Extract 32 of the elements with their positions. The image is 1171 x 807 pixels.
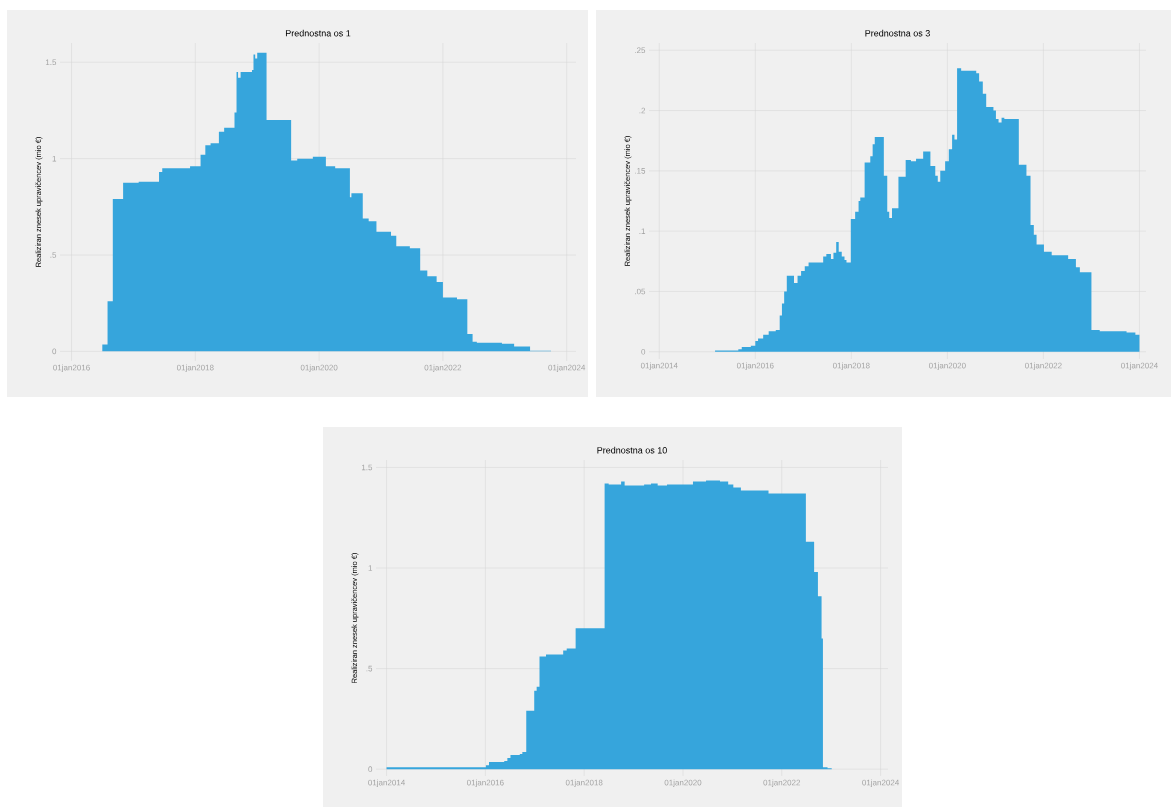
chart-title: Prednostna os 10	[597, 446, 667, 454]
y-tick-label: 1.5	[45, 59, 57, 66]
y-tick-label: 1	[52, 155, 57, 162]
y-tick-label: 0	[368, 766, 373, 772]
x-tick-label: 01jan2016	[53, 364, 90, 372]
y-tick-label: .1	[639, 228, 646, 234]
chart-title: Prednostna os 3	[865, 29, 930, 37]
y-tick-label: .2	[639, 107, 646, 114]
y-tick-label: 0	[52, 348, 57, 355]
x-tick-label: 01jan2018	[176, 364, 214, 372]
x-tick-label: 01jan2018	[565, 779, 603, 787]
x-tick-label: 01jan2024	[1121, 362, 1158, 370]
x-tick-label: 01jan2016	[466, 779, 504, 787]
y-tick-label: .15	[635, 168, 646, 174]
x-tick-label: 01jan2022	[1025, 362, 1062, 370]
y-tick-label: 1	[368, 565, 373, 571]
chart-title: Prednostna os 1	[285, 29, 351, 37]
x-tick-label: 01jan2014	[640, 362, 678, 370]
y-tick-label: 1.5	[361, 464, 373, 471]
x-tick-label: 01jan2020	[300, 364, 338, 372]
x-tick-label: 01jan2020	[664, 779, 702, 787]
y-tick-label: .5	[366, 665, 373, 672]
x-tick-label: 01jan2016	[736, 362, 774, 370]
x-tick-label: 01jan2022	[424, 364, 462, 372]
x-tick-label: 01jan2024	[862, 779, 900, 787]
x-tick-label: 01jan2024	[548, 364, 586, 372]
y-tick-label: .25	[635, 47, 646, 54]
x-tick-label: 01jan2022	[763, 779, 801, 787]
x-tick-label: 01jan2020	[929, 362, 966, 370]
x-tick-label: 01jan2014	[368, 779, 405, 787]
x-tick-label: 01jan2018	[832, 362, 870, 370]
y-tick-label: .5	[50, 252, 57, 258]
